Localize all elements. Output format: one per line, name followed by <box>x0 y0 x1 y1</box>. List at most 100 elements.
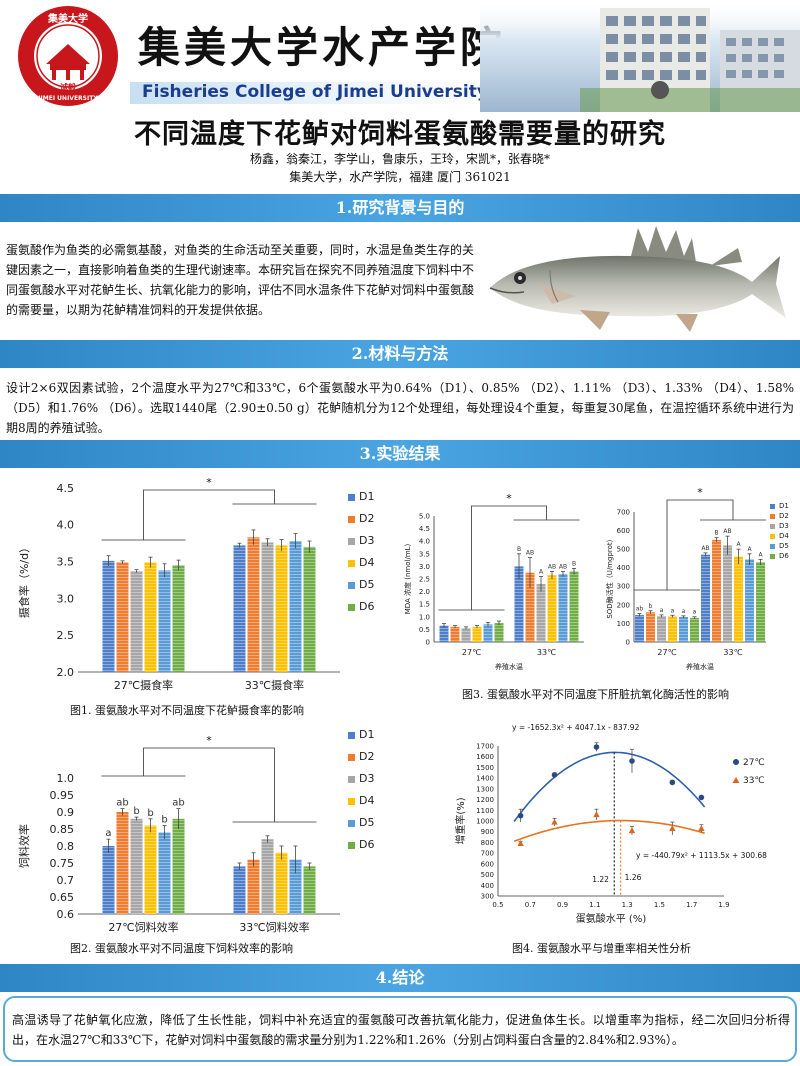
bar-D2 <box>712 539 721 642</box>
significance-letter: a <box>682 608 686 615</box>
y-tick-label: 1100 <box>476 807 494 815</box>
logo-year: 1918 <box>63 93 74 98</box>
x-tick-label: 1.7 <box>686 901 697 909</box>
y-tick-label: 800 <box>481 839 494 847</box>
section-title: 1.研究背景与目的 <box>335 198 465 217</box>
legend-label-D6: D6 <box>359 838 374 851</box>
y-tick-label: 4.0 <box>419 538 430 546</box>
y-tick-label: 0.65 <box>50 891 75 904</box>
data-point-27c <box>517 812 524 819</box>
legend-swatch-D3 <box>348 776 355 783</box>
fit-curve-33c <box>513 819 705 843</box>
data-point-27c <box>593 744 600 750</box>
section-header-background: 1.研究背景与目的 <box>0 194 800 222</box>
x-tick-label: 0.9 <box>557 901 568 909</box>
y-tick-label: 200 <box>617 601 630 609</box>
bar-D2 <box>247 859 260 914</box>
y-tick-label: 3.0 <box>57 592 75 605</box>
bar-D3 <box>261 542 274 672</box>
y-axis-title: 饲料效率 <box>17 824 31 868</box>
data-point-33c <box>669 825 676 831</box>
campus-building-photo <box>480 0 800 112</box>
y-tick-label: 400 <box>481 882 494 890</box>
y-tick-label: 1500 <box>476 764 494 772</box>
y-tick-label: 3.0 <box>419 563 430 571</box>
bar-D6 <box>303 866 316 914</box>
equation-33c: y = -440.79x² + 1113.5x + 300.68 <box>636 851 767 860</box>
figure-2-caption: 图2. 蛋氨酸水平对不同温度下饲料效率的影响 <box>70 942 293 955</box>
figure-1-feeding-rate: 2.0 2.5 3.0 3.5 4.0 4.5 27℃摄食率 33℃摄食率 * 摄食率（%/d） D… <box>0 476 400 720</box>
y-tick-label: 1.5 <box>419 601 430 609</box>
data-point-33c <box>628 827 636 834</box>
legend-label-D2: D2 <box>779 512 789 520</box>
bar-D3 <box>723 545 732 642</box>
logo-ring-text: 集美大学 <box>47 12 88 25</box>
significance-letter: b <box>649 603 653 610</box>
significance-letter: a <box>660 607 664 614</box>
significance-letter: AB <box>723 528 731 535</box>
y-tick-label: 3.5 <box>57 555 75 568</box>
x-category-label: 27℃饲料效率 <box>108 920 178 934</box>
significance-bracket <box>143 489 275 540</box>
legend-label-33c: 33℃ <box>743 776 765 786</box>
figure-4-weight-gain: 300 400 500 600 700 800 900 1000 1100 1200 1300 140… <box>400 716 800 962</box>
conclusion-paragraph: 高温诱导了花鲈氧化应激，降低了生长性能，饲料中补充适宜的蛋氨酸可改善抗氧化能力，… <box>12 1013 790 1047</box>
y-tick-label: 600 <box>617 527 630 535</box>
bar-D6 <box>172 818 185 914</box>
y-tick-label: 0.5 <box>419 626 430 634</box>
y-tick-label: 0.9 <box>57 806 75 819</box>
legend-label-D6: D6 <box>779 552 789 560</box>
section-header-background: 3.实验结果 <box>0 440 800 468</box>
y-tick-label: 2.0 <box>57 666 75 679</box>
x-category-label: 33℃ <box>723 648 742 657</box>
legend-swatch-D5 <box>348 820 355 827</box>
y-tick-label: 1300 <box>476 785 494 793</box>
legend-swatch-D4 <box>348 560 355 567</box>
bar-D1 <box>439 625 449 642</box>
legend-swatch-D3 <box>770 524 775 529</box>
legend-label-D3: D3 <box>359 534 374 547</box>
bar-D3 <box>536 584 546 642</box>
bar-D2 <box>646 612 655 642</box>
bar-D6 <box>172 565 185 672</box>
bar-D3 <box>657 616 666 642</box>
bar-D5 <box>679 616 688 642</box>
y-tick-label: 300 <box>617 583 630 591</box>
x-tick-label: 1.9 <box>718 901 729 909</box>
significance-letter: ab <box>636 606 644 613</box>
bar-D4 <box>275 545 288 672</box>
legend-label-D1: D1 <box>359 490 374 503</box>
figure-4-caption: 图4. 蛋氨酸水平与增重率相关性分析 <box>512 942 691 955</box>
bar-D5 <box>289 859 302 914</box>
bar-D2 <box>450 626 460 642</box>
x-axis-title: 养殖水温 <box>686 662 714 671</box>
poster-title: 不同温度下花鲈对饲料蛋氨酸需要量的研究 <box>134 119 666 150</box>
significance-letter: b <box>147 808 153 819</box>
significance-letter: a <box>693 609 697 616</box>
poster-header: 诚毅 集美大学 JIMEI UNIVERSITY 1918 集美大学水产学院 F… <box>0 0 800 112</box>
legend-label-D2: D2 <box>359 512 374 525</box>
significance-letter: a <box>105 828 111 839</box>
significance-star: * <box>206 476 212 489</box>
college-name-en: Fisheries College of Jimei University <box>142 82 488 102</box>
bar-D6 <box>756 562 765 642</box>
legend-label-D4: D4 <box>779 532 789 540</box>
bar-D1 <box>233 545 246 672</box>
significance-star: * <box>206 734 212 747</box>
y-axis-title: 摄食率（%/d） <box>17 542 31 618</box>
data-point-33c <box>698 825 705 831</box>
affiliation: 集美大学，水产学院，福建 厦门 361021 <box>289 170 511 184</box>
legend-swatch-D1 <box>348 494 355 501</box>
x-tick-label: 1.5 <box>654 901 665 909</box>
legend-swatch-D5 <box>770 544 775 549</box>
equation-27c: y = -1652.3x² + 4047.1x - 837.92 <box>512 723 640 732</box>
section-header-background: 2.材料与方法 <box>0 340 800 368</box>
section-title: 2.材料与方法 <box>351 344 449 363</box>
y-tick-label: 300 <box>481 893 494 901</box>
legend-label-D2: D2 <box>359 750 374 763</box>
significance-letter: B <box>572 560 576 567</box>
x-tick-label: 1.3 <box>622 901 633 909</box>
y-tick-label: 700 <box>481 850 494 858</box>
bar-D4 <box>547 575 557 642</box>
